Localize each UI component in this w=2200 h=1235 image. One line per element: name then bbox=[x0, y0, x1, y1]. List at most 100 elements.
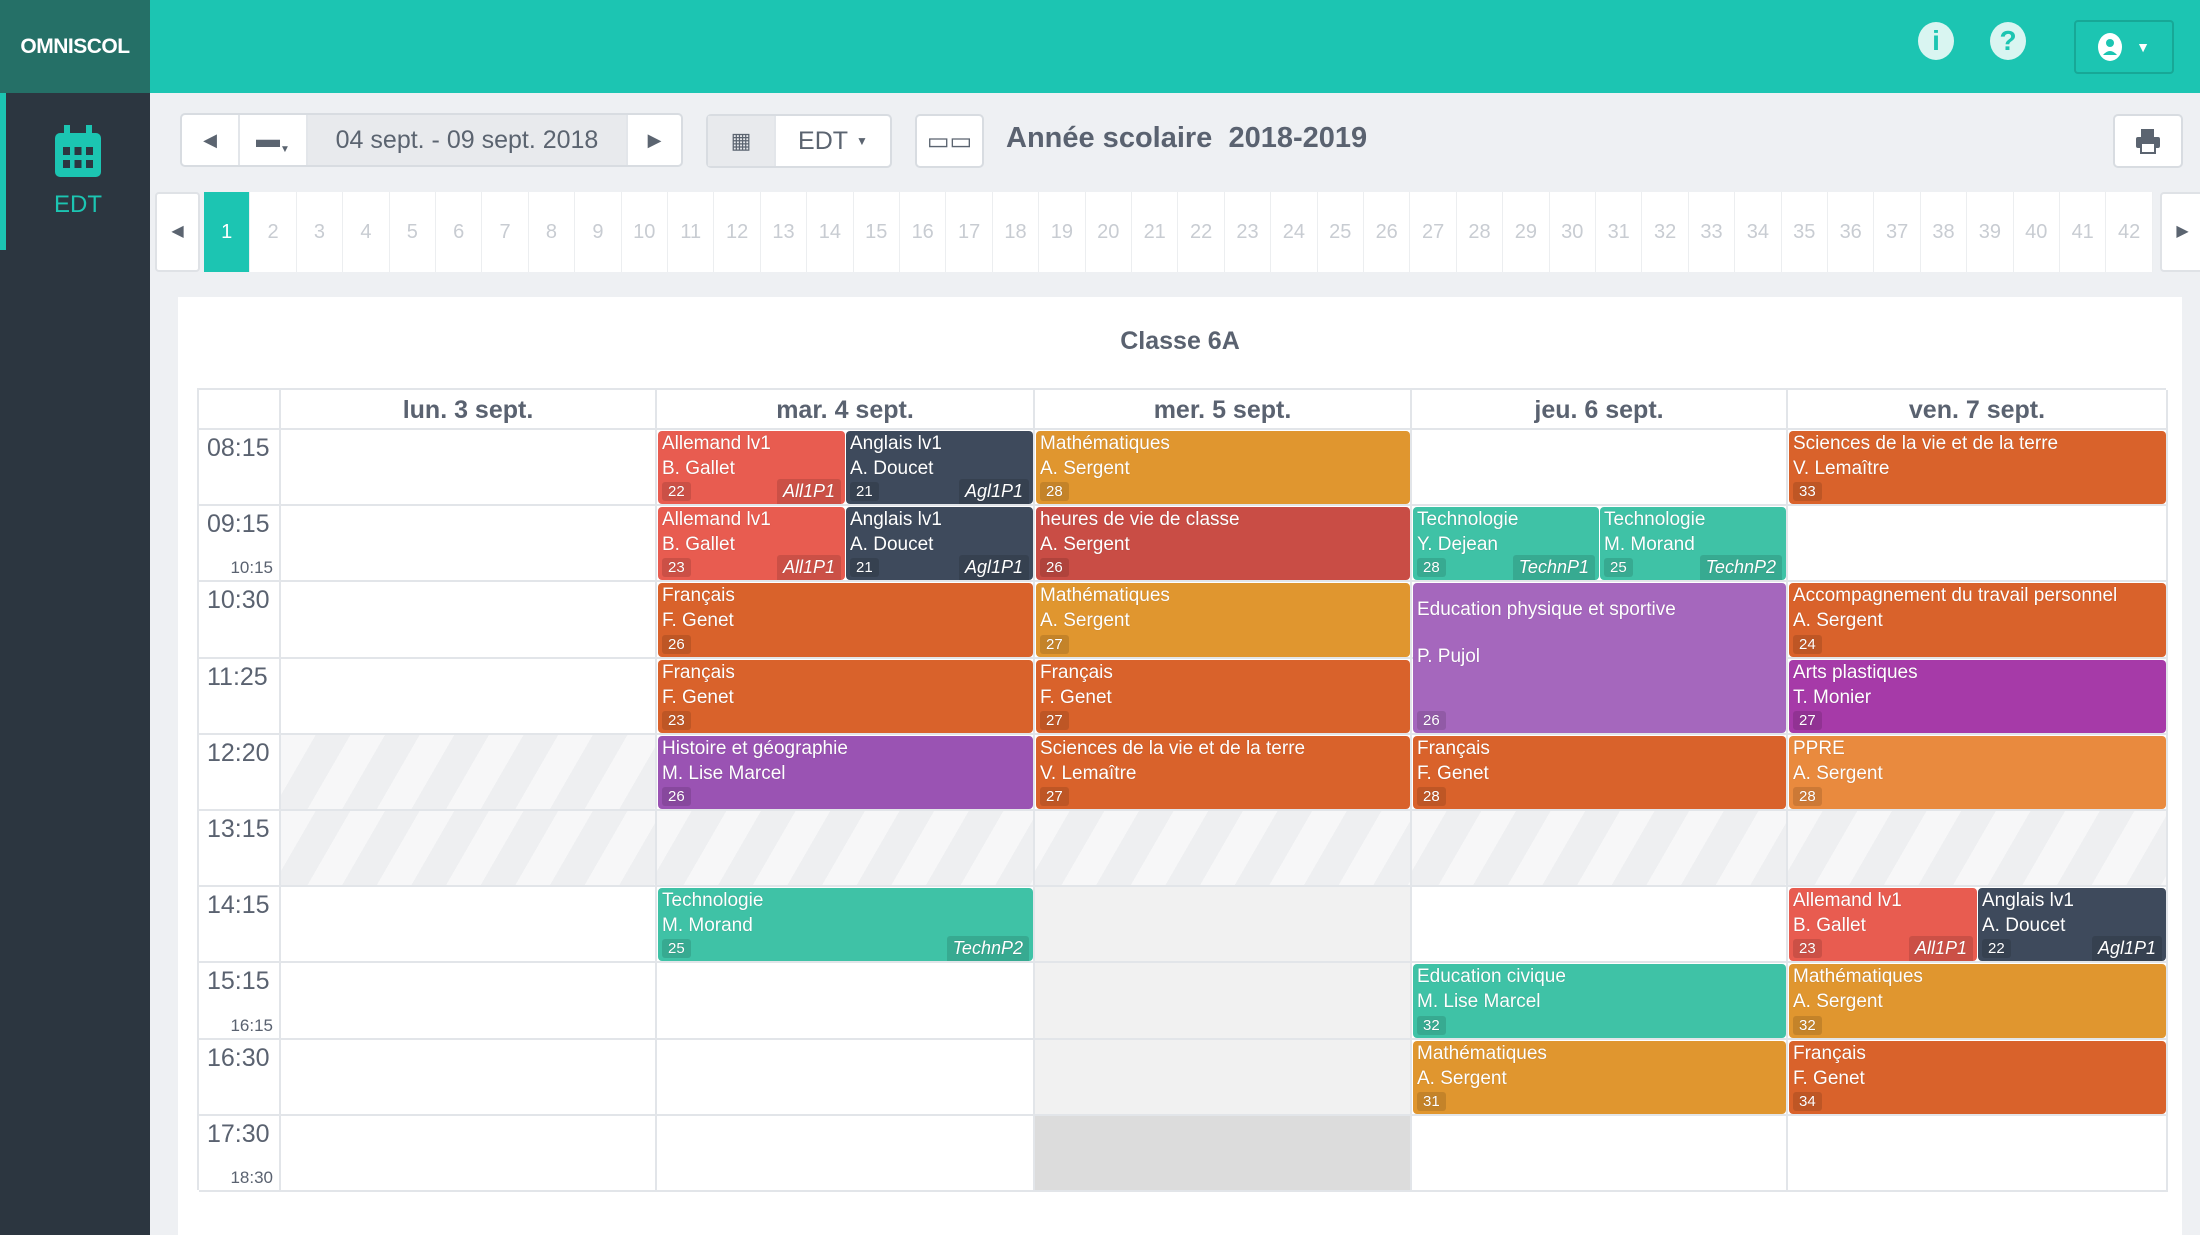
week-37[interactable]: 37 bbox=[1874, 192, 1921, 272]
timetable-cell[interactable] bbox=[1035, 887, 1412, 964]
timetable-event[interactable]: Mathématiques A. Sergent 32 bbox=[1789, 964, 2166, 1038]
help-icon[interactable]: ? bbox=[1990, 22, 2026, 60]
timetable-event[interactable]: Education physique et sportive P. Pujol 26 bbox=[1413, 583, 1786, 733]
timetable-cell[interactable] bbox=[657, 887, 1035, 964]
timetable-cell[interactable] bbox=[1788, 430, 2168, 507]
timetable-event[interactable]: Arts plastiques T. Monier 27 bbox=[1789, 659, 2166, 733]
week-32[interactable]: 32 bbox=[1642, 192, 1689, 272]
timetable-event[interactable]: Mathématiques A. Sergent 27 bbox=[1036, 583, 1410, 657]
week-16[interactable]: 16 bbox=[900, 192, 947, 272]
timetable-cell[interactable] bbox=[657, 582, 1035, 659]
timetable-event[interactable]: Allemand lv1 B. Gallet 22 All1P1 bbox=[658, 431, 845, 505]
week-11[interactable]: 11 bbox=[668, 192, 715, 272]
timetable-event[interactable]: Education civique M. Lise Marcel 32 bbox=[1413, 964, 1786, 1038]
timetable-cell[interactable] bbox=[657, 1115, 1035, 1192]
week-35[interactable]: 35 bbox=[1781, 192, 1828, 272]
print-button[interactable] bbox=[2113, 114, 2183, 168]
timetable-cell[interactable] bbox=[1035, 658, 1412, 735]
week-39[interactable]: 39 bbox=[1967, 192, 2014, 272]
timetable-event[interactable]: Français F. Genet 28 bbox=[1413, 735, 1786, 809]
timetable-event[interactable]: Technologie M. Morand 25 TechnP2 bbox=[1600, 507, 1786, 581]
week-18[interactable]: 18 bbox=[992, 192, 1040, 272]
week-25[interactable]: 25 bbox=[1317, 192, 1364, 272]
week-23[interactable]: 23 bbox=[1224, 192, 1272, 272]
week-15[interactable]: 15 bbox=[853, 192, 900, 272]
week-41[interactable]: 41 bbox=[2060, 192, 2107, 272]
week-17[interactable]: 17 bbox=[946, 192, 993, 272]
week-12[interactable]: 12 bbox=[714, 192, 761, 272]
timetable-event[interactable]: Sciences de la vie et de la terre V. Lema… bbox=[1036, 735, 1410, 809]
timetable-cell[interactable] bbox=[1035, 811, 1412, 888]
week-14[interactable]: 14 bbox=[807, 192, 854, 272]
timetable-cell[interactable] bbox=[1412, 658, 1788, 735]
view-dropdown[interactable]: EDT ▼ bbox=[776, 116, 890, 166]
timetable-cell[interactable] bbox=[1412, 734, 1788, 811]
week-4[interactable]: 4 bbox=[343, 192, 390, 272]
timetable-cell[interactable] bbox=[1412, 963, 1788, 1040]
timetable-cell[interactable] bbox=[1412, 1039, 1788, 1116]
week-28[interactable]: 28 bbox=[1456, 192, 1504, 272]
week-6[interactable]: 6 bbox=[436, 192, 483, 272]
week-10[interactable]: 10 bbox=[621, 192, 668, 272]
info-icon[interactable]: i bbox=[1918, 22, 1954, 60]
week-2[interactable]: 2 bbox=[250, 192, 297, 272]
timetable-cell[interactable] bbox=[281, 887, 657, 964]
week-20[interactable]: 20 bbox=[1085, 192, 1132, 272]
week-26[interactable]: 26 bbox=[1364, 192, 1411, 272]
timetable-cell[interactable] bbox=[1788, 1039, 2168, 1116]
timetable-event[interactable]: Français F. Genet 34 bbox=[1789, 1040, 2166, 1114]
timetable-event[interactable]: Anglais lv1 A. Doucet 21 Agl1P1 bbox=[846, 431, 1033, 505]
week-3[interactable]: 3 bbox=[296, 192, 344, 272]
timetable-cell[interactable] bbox=[657, 811, 1035, 888]
timetable-event[interactable]: PPRE A. Sergent 28 bbox=[1789, 735, 2166, 809]
week-38[interactable]: 38 bbox=[1920, 192, 1968, 272]
timetable-cell[interactable] bbox=[1788, 811, 2168, 888]
timetable-cell[interactable] bbox=[1788, 887, 2168, 964]
timetable-event[interactable]: Français F. Genet 27 bbox=[1036, 659, 1410, 733]
timetable-cell[interactable] bbox=[281, 1115, 657, 1192]
prev-week-button[interactable]: ◀ bbox=[182, 115, 240, 165]
timetable-cell[interactable] bbox=[281, 506, 657, 583]
timetable-cell[interactable] bbox=[281, 1039, 657, 1116]
week-8[interactable]: 8 bbox=[528, 192, 576, 272]
timetable-cell[interactable] bbox=[657, 1039, 1035, 1116]
timetable-cell[interactable] bbox=[281, 582, 657, 659]
timetable-cell[interactable] bbox=[1788, 734, 2168, 811]
pager-next-button[interactable]: ▶ bbox=[2160, 192, 2200, 272]
timetable-cell[interactable] bbox=[281, 658, 657, 735]
timetable-cell[interactable] bbox=[1035, 963, 1412, 1040]
timetable-event[interactable]: Sciences de la vie et de la terre V. Lema… bbox=[1789, 431, 2166, 505]
user-menu-button[interactable]: ▼ bbox=[2074, 20, 2174, 74]
timetable-event[interactable]: Français F. Genet 26 bbox=[658, 583, 1033, 657]
timetable-cell[interactable] bbox=[1788, 963, 2168, 1040]
timetable-event[interactable]: Technologie M. Morand 25 TechnP2 bbox=[658, 888, 1033, 962]
week-24[interactable]: 24 bbox=[1271, 192, 1318, 272]
timetable-cell[interactable] bbox=[281, 963, 657, 1040]
timetable-cell[interactable] bbox=[657, 963, 1035, 1040]
week-30[interactable]: 30 bbox=[1549, 192, 1596, 272]
week-13[interactable]: 13 bbox=[760, 192, 808, 272]
pager-prev-button[interactable]: ◀ bbox=[155, 192, 200, 272]
timetable-cell[interactable] bbox=[1788, 1115, 2168, 1192]
sidebar-item-edt[interactable]: EDT bbox=[0, 93, 150, 250]
timetable-cell[interactable] bbox=[1035, 734, 1412, 811]
week-31[interactable]: 31 bbox=[1596, 192, 1643, 272]
next-week-button[interactable]: ▶ bbox=[628, 115, 681, 165]
week-42[interactable]: 42 bbox=[2106, 192, 2153, 272]
timetable-event[interactable]: Accompagnement du travail personnel A. Se… bbox=[1789, 583, 2166, 657]
timetable-cell[interactable] bbox=[1035, 430, 1412, 507]
timetable-cell[interactable] bbox=[1035, 1039, 1412, 1116]
timetable-cell[interactable] bbox=[281, 734, 657, 811]
two-week-view-button[interactable]: ▭▭ bbox=[915, 114, 984, 168]
timetable-cell[interactable] bbox=[1412, 1115, 1788, 1192]
date-picker-button[interactable]: ▬ ▼ bbox=[240, 115, 308, 165]
timetable-event[interactable]: Anglais lv1 A. Doucet 21 Agl1P1 bbox=[846, 507, 1033, 581]
date-range-display[interactable]: 04 sept. - 09 sept. 2018 bbox=[308, 115, 628, 165]
week-36[interactable]: 36 bbox=[1828, 192, 1875, 272]
timetable-event[interactable]: Français F. Genet 23 bbox=[658, 659, 1033, 733]
week-19[interactable]: 19 bbox=[1039, 192, 1086, 272]
week-27[interactable]: 27 bbox=[1410, 192, 1457, 272]
week-9[interactable]: 9 bbox=[575, 192, 622, 272]
week-40[interactable]: 40 bbox=[2013, 192, 2060, 272]
timetable-cell[interactable] bbox=[281, 430, 657, 507]
